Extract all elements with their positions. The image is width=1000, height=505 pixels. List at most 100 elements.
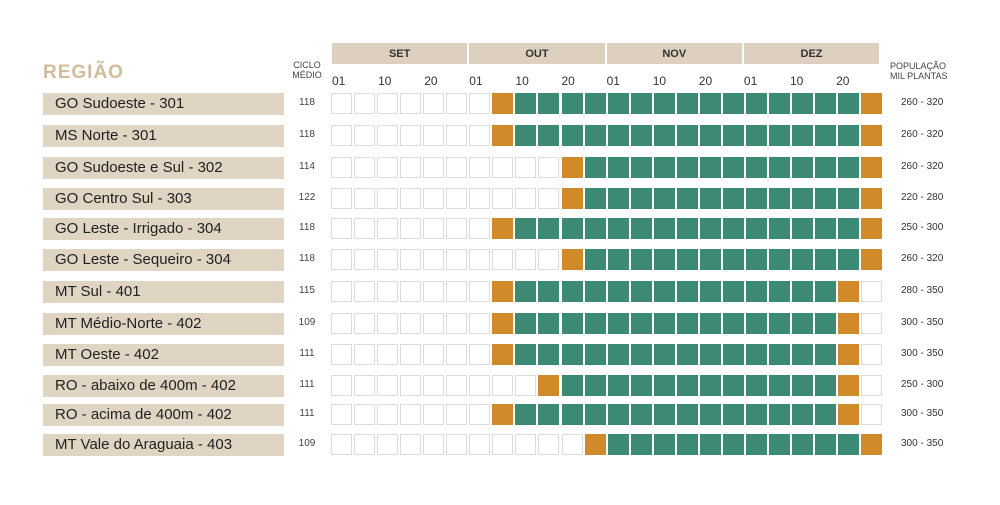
planting-cell-main bbox=[584, 249, 606, 270]
calendar-cell bbox=[400, 375, 422, 396]
calendar-cell bbox=[400, 218, 422, 239]
planting-cell-main bbox=[815, 434, 837, 455]
planting-cell-early bbox=[538, 375, 560, 396]
calendar-cell bbox=[469, 157, 491, 178]
calendar-cell bbox=[377, 281, 399, 302]
tick-label-out-20: 20 bbox=[561, 74, 575, 88]
calendar-cell bbox=[354, 375, 376, 396]
calendar-cell bbox=[446, 188, 468, 209]
region-label: RO - acima de 400m - 402 bbox=[43, 403, 284, 426]
population-value: 250 - 300 bbox=[901, 379, 944, 390]
month-header-nov: NOV bbox=[606, 43, 742, 64]
planting-cell-main bbox=[561, 375, 583, 396]
planting-cell-early bbox=[861, 188, 883, 209]
calendar-cell bbox=[377, 249, 399, 270]
planting-cell-main bbox=[745, 434, 767, 455]
planting-cell-main bbox=[630, 157, 652, 178]
planting-cell-main bbox=[745, 281, 767, 302]
planting-cell-main bbox=[561, 281, 583, 302]
planting-cell-main bbox=[607, 188, 629, 209]
planting-cell-early bbox=[492, 281, 514, 302]
month-header-out: OUT bbox=[469, 43, 605, 64]
calendar-cell bbox=[469, 375, 491, 396]
calendar-cell bbox=[331, 188, 352, 209]
cycle-value: 118 bbox=[299, 129, 315, 140]
planting-cell-main bbox=[653, 313, 675, 334]
planting-cell-main bbox=[653, 434, 675, 455]
calendar-cell bbox=[423, 93, 445, 114]
region-label: GO Sudoeste - 301 bbox=[43, 92, 284, 115]
planting-cell-main bbox=[792, 93, 813, 114]
tick-label-out-01: 01 bbox=[469, 74, 483, 88]
calendar-cell bbox=[331, 218, 352, 239]
planting-cell-main bbox=[815, 249, 837, 270]
planting-cell-early bbox=[861, 125, 883, 146]
planting-cell-main bbox=[768, 93, 790, 114]
planting-cell-main bbox=[607, 434, 629, 455]
planting-cell-main bbox=[792, 188, 813, 209]
planting-cell-main bbox=[584, 157, 606, 178]
planting-cell-main bbox=[699, 125, 721, 146]
planting-cell-main bbox=[676, 218, 698, 239]
calendar-cell bbox=[354, 344, 376, 365]
planting-cell-main bbox=[653, 125, 675, 146]
planting-cell-main bbox=[676, 434, 698, 455]
planting-cell-main bbox=[768, 218, 790, 239]
calendar-cell bbox=[423, 404, 445, 425]
planting-cell-early bbox=[861, 434, 883, 455]
region-label: GO Centro Sul - 303 bbox=[43, 187, 284, 210]
calendar-cell bbox=[400, 434, 422, 455]
planting-cell-main bbox=[699, 157, 721, 178]
calendar-cell bbox=[469, 404, 491, 425]
population-value: 280 - 350 bbox=[901, 285, 944, 296]
planting-cell-main bbox=[607, 157, 629, 178]
region-label: MT Oeste - 402 bbox=[43, 343, 284, 366]
planting-cell-early bbox=[861, 93, 883, 114]
calendar-cell bbox=[377, 404, 399, 425]
calendar-cell bbox=[354, 125, 376, 146]
cycle-value: 109 bbox=[298, 438, 316, 449]
calendar-cell bbox=[400, 93, 422, 114]
planting-cell-main bbox=[768, 404, 790, 425]
calendar-cell bbox=[446, 218, 468, 239]
planting-cell-main bbox=[722, 344, 744, 365]
calendar-cell bbox=[423, 125, 445, 146]
calendar-cell bbox=[538, 157, 560, 178]
calendar-cell bbox=[354, 404, 376, 425]
calendar-cell bbox=[538, 434, 560, 455]
calendar-cell bbox=[515, 249, 537, 270]
calendar-cell bbox=[331, 93, 352, 114]
planting-cell-main bbox=[538, 404, 560, 425]
tick-label-nov-20: 20 bbox=[698, 74, 713, 88]
planting-cell-main bbox=[561, 218, 583, 239]
planting-cell-main bbox=[538, 218, 560, 239]
calendar-cell bbox=[861, 375, 883, 396]
calendar-cell bbox=[377, 218, 399, 239]
planting-cell-main bbox=[815, 218, 837, 239]
calendar-cell bbox=[538, 249, 560, 270]
tick-label-set-10: 10 bbox=[378, 74, 392, 88]
cycle-value: 109 bbox=[298, 317, 316, 328]
calendar-cell bbox=[377, 93, 399, 114]
calendar-cell bbox=[377, 313, 399, 334]
calendar-cell bbox=[469, 218, 491, 239]
planting-cell-early bbox=[838, 404, 860, 425]
population-value: 300 - 350 bbox=[901, 438, 944, 449]
planting-cell-main bbox=[768, 249, 790, 270]
planting-cell-main bbox=[699, 218, 721, 239]
population-value: 260 - 320 bbox=[901, 97, 944, 108]
population-value: 260 - 320 bbox=[901, 253, 944, 264]
tick-label-nov-10: 10 bbox=[652, 74, 667, 88]
planting-cell-main bbox=[515, 344, 537, 365]
calendar-cell bbox=[446, 93, 468, 114]
calendar-cell bbox=[423, 281, 445, 302]
planting-cell-main bbox=[630, 344, 652, 365]
calendar-cell bbox=[423, 375, 445, 396]
calendar-cell bbox=[492, 434, 514, 455]
planting-cell-main bbox=[515, 281, 537, 302]
planting-cell-main bbox=[676, 188, 698, 209]
planting-cell-main bbox=[745, 404, 767, 425]
region-label: MT Médio-Norte - 402 bbox=[43, 312, 284, 335]
calendar-cell bbox=[423, 218, 445, 239]
planting-cell-main bbox=[607, 375, 629, 396]
